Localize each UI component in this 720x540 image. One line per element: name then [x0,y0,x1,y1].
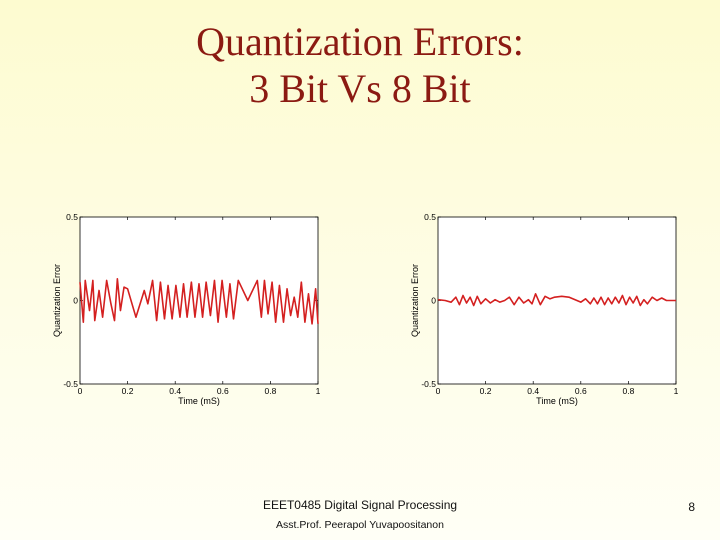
x-axis-label: Time (mS) [536,396,578,406]
error-series-line [437,293,676,307]
footer-author: Asst.Prof. Peerapol Yuvapoositanon [276,519,444,531]
y-axis-label: Quantization Error [52,264,62,337]
x-tick-label: 0.8 [264,386,276,396]
y-tick-label: 0.5 [66,212,78,222]
slide-title-line2: 3 Bit Vs 8 Bit [249,66,471,111]
slide-title-line1: Quantization Errors: [196,19,524,64]
x-tick-label: 0.6 [575,386,587,396]
x-axis-label: Time (mS) [178,396,220,406]
page-number: 8 [688,500,695,514]
footer-course: EEET0485 Digital Signal Processing [262,498,458,512]
plot-area [437,216,677,385]
y-tick-label: 0 [431,296,436,306]
x-tick-label: 0.4 [527,386,539,396]
x-tick-label: 0.2 [122,386,134,396]
x-tick-label: 0.4 [169,386,181,396]
x-tick-label: 0.8 [622,386,634,396]
y-tick-label: 0 [73,296,78,306]
x-tick-label: 0 [78,386,83,396]
y-tick-label: 0.5 [424,212,436,222]
x-tick-label: 1 [316,386,321,396]
y-tick-label: -0.5 [421,379,436,389]
x-tick-label: 0 [436,386,441,396]
y-tick-label: -0.5 [63,379,78,389]
x-tick-label: 0.2 [480,386,492,396]
y-axis-label: Quantization Error [410,264,420,337]
error-series-line [79,277,319,325]
x-tick-label: 1 [674,386,679,396]
x-tick-label: 0.6 [217,386,229,396]
slide-title: Quantization Errors: 3 Bit Vs 8 Bit [0,18,720,112]
